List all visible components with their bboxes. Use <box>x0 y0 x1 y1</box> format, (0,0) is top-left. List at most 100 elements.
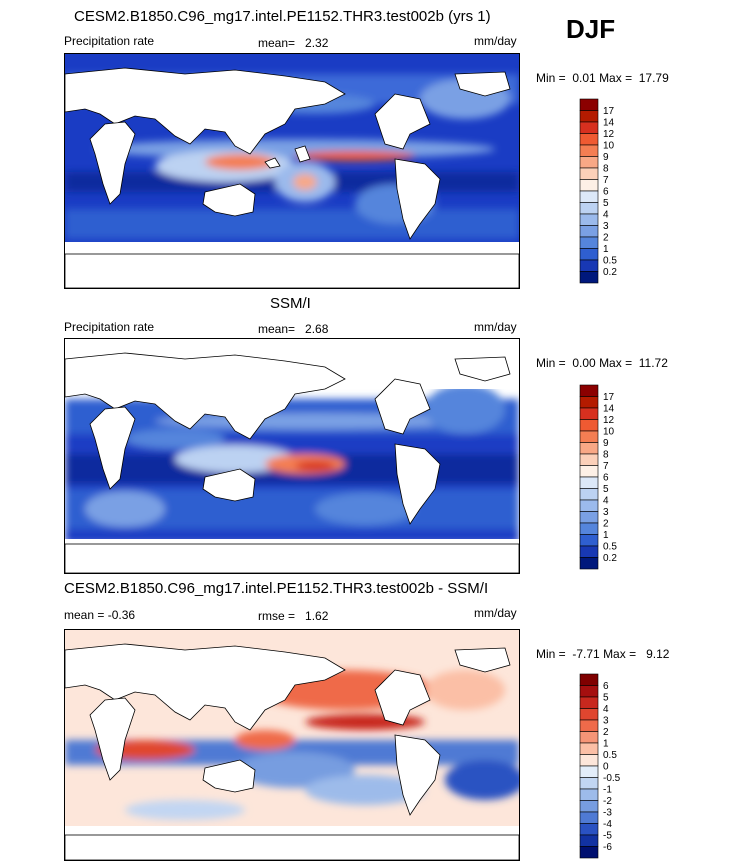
panel-1-colorbar-box <box>579 213 599 226</box>
panel-2-colorbar-tick-label: 17 <box>603 392 615 403</box>
panel-3-colorbar-tick-label: -5 <box>603 831 612 842</box>
panel-2-colorbar-box <box>579 476 599 489</box>
panel-3-colorbar-box <box>579 754 599 767</box>
panel-2-colorbar-box <box>579 419 599 432</box>
panel-3-colorbar-box <box>579 777 599 790</box>
panel-3-max-value: 9.12 <box>646 647 670 661</box>
panel-1-colorbar-tick-label: 8 <box>603 164 609 175</box>
panel-3-colorbar-tick-label: 0 <box>603 762 609 773</box>
season-label: DJF <box>566 14 616 44</box>
panel-2-colorbar-tick-label: 14 <box>603 404 615 415</box>
panel-1-map <box>64 53 520 289</box>
panel-3-minmax: Min = -7.71 Max = 9.12 <box>536 647 669 661</box>
panel-1-colorbar-tick-label: 14 <box>603 118 615 129</box>
panel-2-colorbar-box <box>579 430 599 443</box>
panel-2-colorbar-tick-label: 10 <box>603 427 615 438</box>
panel-3-units: mm/day <box>474 606 517 620</box>
panel-3-map-svg <box>65 630 519 860</box>
panel-3-colorbar-box <box>579 731 599 744</box>
panel-2-colorbar-tick-label: 6 <box>603 473 609 484</box>
panel-3-map <box>64 629 520 861</box>
panel-2-colorbar-tick-label: 0.5 <box>603 542 617 553</box>
panel-2-variable-label: Precipitation rate <box>64 320 155 334</box>
panel-3-colorbar-box <box>579 708 599 721</box>
panel-2-units: mm/day <box>474 320 517 334</box>
panel-2-mean-value: 2.68 <box>305 322 329 336</box>
panel-2-colorbar-box <box>579 396 599 409</box>
panel-3-title: CESM2.B1850.C96_mg17.intel.PE1152.THR3.t… <box>64 580 489 597</box>
panel-1-colorbar-box <box>579 144 599 157</box>
panel-2-min-value: 0.00 <box>572 356 596 370</box>
panel-2-mean-label: mean= <box>258 322 296 336</box>
panel-1-colorbar-tick-label: 1 <box>603 244 609 255</box>
panel-1-colorbar-box <box>579 190 599 203</box>
panel-1-colorbar-box <box>579 236 599 249</box>
panel-3-colorbar-tick-label: 3 <box>603 716 609 727</box>
panel-3-min-label: Min = <box>536 647 566 661</box>
panel-1-mean-value: 2.32 <box>305 36 329 50</box>
panel-2-colorbar-box <box>579 488 599 501</box>
panel-1-max-value: 17.79 <box>638 71 669 85</box>
panel-3-colorbar-box <box>579 846 599 859</box>
panel-1-colorbar: 17 14 12 10 9 8 7 6 5 4 3 2 1 0.5 0.2 <box>579 98 640 285</box>
panel-1-colorbar-tick-label: 12 <box>603 129 615 140</box>
panel-2-colorbar-box <box>579 522 599 535</box>
panel-1-colorbar-tick-label: 9 <box>603 152 609 163</box>
panel-2-colorbar-tick-label: 4 <box>603 496 609 507</box>
panel-1-colorbar-tick-label: 6 <box>603 187 609 198</box>
panel-2-colorbar-tick-label: 8 <box>603 450 609 461</box>
panel-3-mean: mean = -0.36 <box>64 608 136 622</box>
panel-1-colorbar-tick-label: 17 <box>603 106 615 117</box>
panel-3-rmse-label: rmse = <box>258 609 296 623</box>
panel-2-colorbar-box <box>579 465 599 478</box>
panel-1-colorbar-tick-label: 0.2 <box>603 267 617 278</box>
panel-1-colorbar-box <box>579 225 599 238</box>
panel-1-mean: mean= 2.32 <box>258 36 328 50</box>
panel-2-colorbar-box <box>579 545 599 558</box>
panel-3-colorbar-tick-label: -6 <box>603 842 612 853</box>
panel-2-colorbar-tick-label: 3 <box>603 507 609 518</box>
panel-3-colorbar-box <box>579 765 599 778</box>
panel-2-colorbar: 17 14 12 10 9 8 7 6 5 4 3 2 1 0.5 0.2 <box>579 384 640 571</box>
panel-3-colorbar-tick-label: 4 <box>603 704 609 715</box>
panel-2-mean: mean= 2.68 <box>258 322 328 336</box>
panel-3-colorbar-box <box>579 673 599 686</box>
panel-2-colorbar-tick-label: 2 <box>603 519 609 530</box>
panel-1-colorbar-tick-label: 2 <box>603 233 609 244</box>
panel-3-colorbar-tick-label: -0.5 <box>603 773 621 784</box>
panel-2-colorbar-tick-label: 1 <box>603 530 609 541</box>
panel-2-colorbar-box <box>579 407 599 420</box>
panel-1-variable-label: Precipitation rate <box>64 34 155 48</box>
panel-2-max-value: 11.72 <box>638 356 668 370</box>
panel-2-colorbar-box <box>579 453 599 466</box>
panel-3-colorbar-box <box>579 823 599 836</box>
panel-1-min-value: 0.01 <box>572 71 596 85</box>
panel-1-minmax: Min = 0.01 Max = 17.79 <box>536 71 669 85</box>
panel-3-colorbar-box <box>579 834 599 847</box>
panel-1-colorbar-box <box>579 271 599 284</box>
panel-3-min-value: -7.71 <box>572 647 600 661</box>
panel-2-map <box>64 338 520 574</box>
panel-1-colorbar-box <box>579 110 599 123</box>
panel-2-colorbar-box <box>579 557 599 570</box>
panel-1-title: CESM2.B1850.C96_mg17.intel.PE1152.THR3.t… <box>74 8 491 25</box>
panel-1-colorbar-box <box>579 259 599 272</box>
panel-3-rmse-value: 1.62 <box>305 609 329 623</box>
panel-2-colorbar-tick-label: 9 <box>603 438 609 449</box>
panel-2-colorbar-box <box>579 442 599 455</box>
panel-2-colorbar-box <box>579 499 599 512</box>
panel-1-colorbar-tick-label: 7 <box>603 175 609 186</box>
panel-2-minmax: Min = 0.00 Max = 11.72 <box>536 356 668 370</box>
panel-2-colorbar-tick-label: 5 <box>603 484 609 495</box>
panel-1-mean-label: mean= <box>258 36 296 50</box>
panel-1-colorbar-box <box>579 202 599 215</box>
panel-1-colorbar-tick-label: 0.5 <box>603 256 617 267</box>
panel-1-colorbar-box <box>579 98 599 111</box>
panel-2-colorbar-tick-label: 7 <box>603 461 609 472</box>
panel-1-max-label: Max = <box>599 71 633 85</box>
panel-3-colorbar-box <box>579 742 599 755</box>
panel-3-colorbar-box <box>579 696 599 709</box>
panel-3-colorbar-tick-label: -2 <box>603 796 612 807</box>
